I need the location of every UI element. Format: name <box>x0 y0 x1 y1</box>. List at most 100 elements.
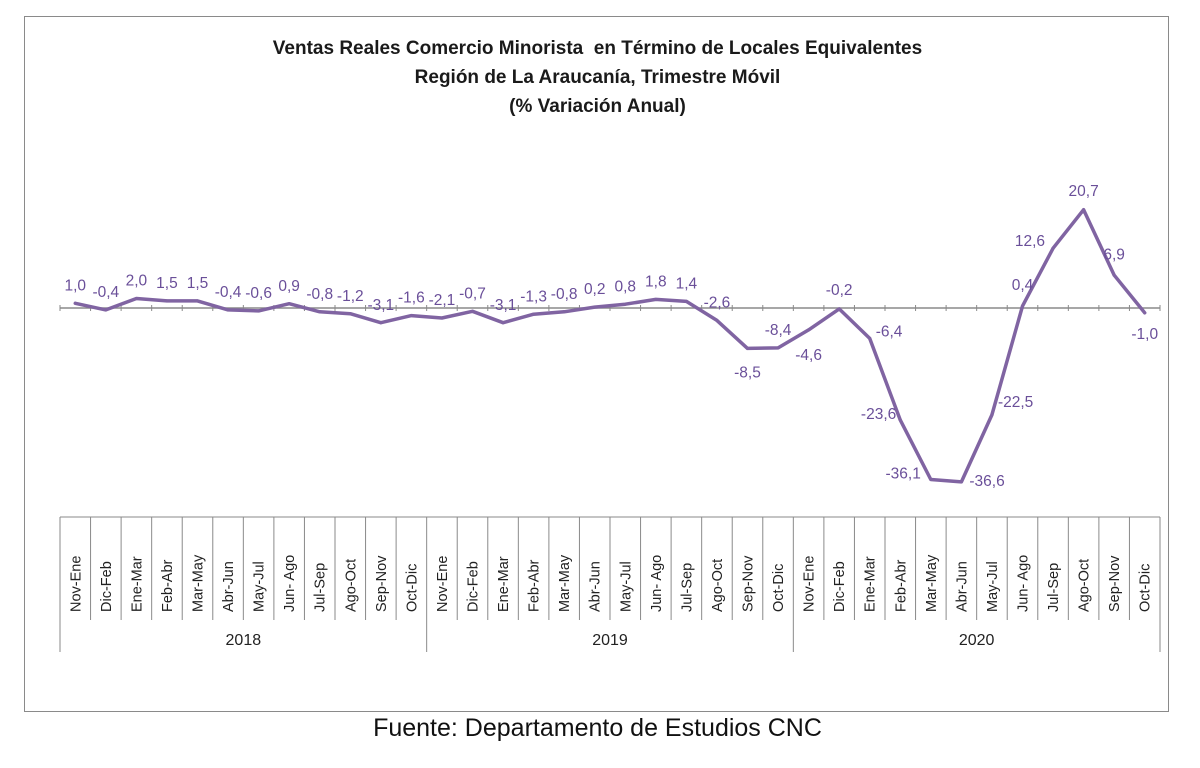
chart-title-line-3: (% Variación Anual) <box>509 96 686 117</box>
data-point <box>776 346 780 350</box>
data-point <box>440 316 444 320</box>
data-label: 0,9 <box>278 278 300 295</box>
category-label: Dic-Feb <box>466 561 482 612</box>
data-label: -0,8 <box>306 286 333 303</box>
category-label: Jul-Sep <box>679 563 695 612</box>
data-label: 1,0 <box>64 277 86 294</box>
chart-title-line-1: Ventas Reales Comercio Minorista en Térm… <box>272 38 923 59</box>
group-label: 2019 <box>592 632 628 649</box>
category-label: Feb-Abr <box>527 559 543 612</box>
data-point <box>134 297 138 300</box>
category-label: Oct-Dic <box>1138 564 1154 612</box>
category-label: Feb-Abr <box>893 559 909 612</box>
data-label: -8,5 <box>734 364 761 381</box>
data-point <box>837 307 841 311</box>
data-label: 1,8 <box>645 274 667 291</box>
category-label: Nov-Ene <box>435 556 451 612</box>
category-label: Abr-Jun <box>588 561 604 612</box>
data-point <box>348 312 352 316</box>
data-label: -0,7 <box>459 285 486 302</box>
data-label: -0,6 <box>245 285 272 302</box>
data-point <box>868 336 872 340</box>
data-label: -0,2 <box>826 282 853 299</box>
data-point <box>73 301 77 305</box>
category-label: Jul-Sep <box>313 563 329 612</box>
data-label: -36,6 <box>969 473 1004 490</box>
category-label: Sep-Nov <box>741 555 757 612</box>
data-label: 1,5 <box>187 275 209 292</box>
data-label: -23,6 <box>861 406 896 423</box>
data-label: 2,0 <box>126 273 148 290</box>
category-label: Nov-Ene <box>802 556 818 612</box>
data-point <box>959 480 963 484</box>
category-label: Mar-May <box>924 554 940 612</box>
data-point <box>1112 273 1116 277</box>
data-point <box>471 309 474 313</box>
source-note: Fuente: Departamento de Estudios CNC <box>373 714 822 742</box>
data-label: -2,6 <box>704 294 731 311</box>
data-label: 12,6 <box>1015 233 1045 250</box>
data-label: 0,8 <box>614 278 636 295</box>
data-point <box>379 321 383 325</box>
group-label: 2020 <box>959 632 995 649</box>
data-label: -8,4 <box>765 322 792 339</box>
category-label: Ago-Oct <box>343 559 359 612</box>
data-label: -0,8 <box>551 286 578 303</box>
data-label: -3,1 <box>490 297 517 314</box>
data-label: -0,4 <box>92 284 119 301</box>
data-label: 20,7 <box>1069 183 1099 200</box>
category-label: Mar-May <box>191 554 207 612</box>
chart-title-line-2: Región de La Araucanía, Trimestre Móvil <box>414 67 781 88</box>
category-label: Dic-Feb <box>99 561 115 612</box>
data-point <box>318 310 322 314</box>
category-label: Oct-Dic <box>771 564 787 612</box>
data-point <box>532 312 536 316</box>
category-label: Abr-Jun <box>954 561 970 612</box>
chart-title: Ventas Reales Comercio Minorista en Térm… <box>0 34 1195 121</box>
data-label: -22,5 <box>998 394 1033 411</box>
data-point <box>409 314 413 318</box>
data-point <box>715 318 719 322</box>
data-point <box>196 299 199 303</box>
data-point <box>898 418 902 422</box>
category-label: Ene-Mar <box>863 556 879 612</box>
data-label: -1,6 <box>398 290 425 307</box>
category-label: Oct-Dic <box>404 564 420 612</box>
data-point <box>990 413 994 417</box>
series-line <box>73 207 1147 484</box>
data-label: 0,4 <box>1012 277 1034 294</box>
data-label: -2,1 <box>429 292 456 309</box>
data-label: 6,9 <box>1103 246 1125 263</box>
data-point <box>1051 246 1055 250</box>
data-point <box>1021 304 1024 308</box>
data-point <box>623 302 627 306</box>
data-point <box>654 297 658 301</box>
data-point <box>684 299 688 303</box>
category-label: Ago-Oct <box>1077 559 1093 612</box>
data-point <box>562 310 566 314</box>
data-point <box>593 305 597 309</box>
data-point <box>807 328 811 332</box>
data-label: 1,4 <box>676 275 698 292</box>
category-label: Jul-Sep <box>1046 563 1062 612</box>
category-label: Nov-Ene <box>68 556 84 612</box>
category-label: Feb-Abr <box>160 559 176 612</box>
data-point <box>104 308 108 312</box>
data-label: -6,4 <box>876 323 903 340</box>
category-label: Jun- Ago <box>1016 555 1032 612</box>
category-label: Ene-Mar <box>129 556 145 612</box>
group-label: 2018 <box>226 632 262 649</box>
data-label: -0,4 <box>215 284 242 301</box>
data-point <box>165 299 169 303</box>
category-label: Abr-Jun <box>221 561 237 612</box>
chart-frame <box>24 16 1169 712</box>
data-label: -36,1 <box>885 466 920 483</box>
category-label: Mar-May <box>557 554 573 612</box>
category-label: Dic-Feb <box>832 561 848 612</box>
data-point <box>1082 208 1086 212</box>
category-label: Sep-Nov <box>374 555 390 612</box>
category-label: Ene-Mar <box>496 556 512 612</box>
category-label: May-Jul <box>252 561 268 612</box>
category-label: Jun- Ago <box>282 555 298 612</box>
